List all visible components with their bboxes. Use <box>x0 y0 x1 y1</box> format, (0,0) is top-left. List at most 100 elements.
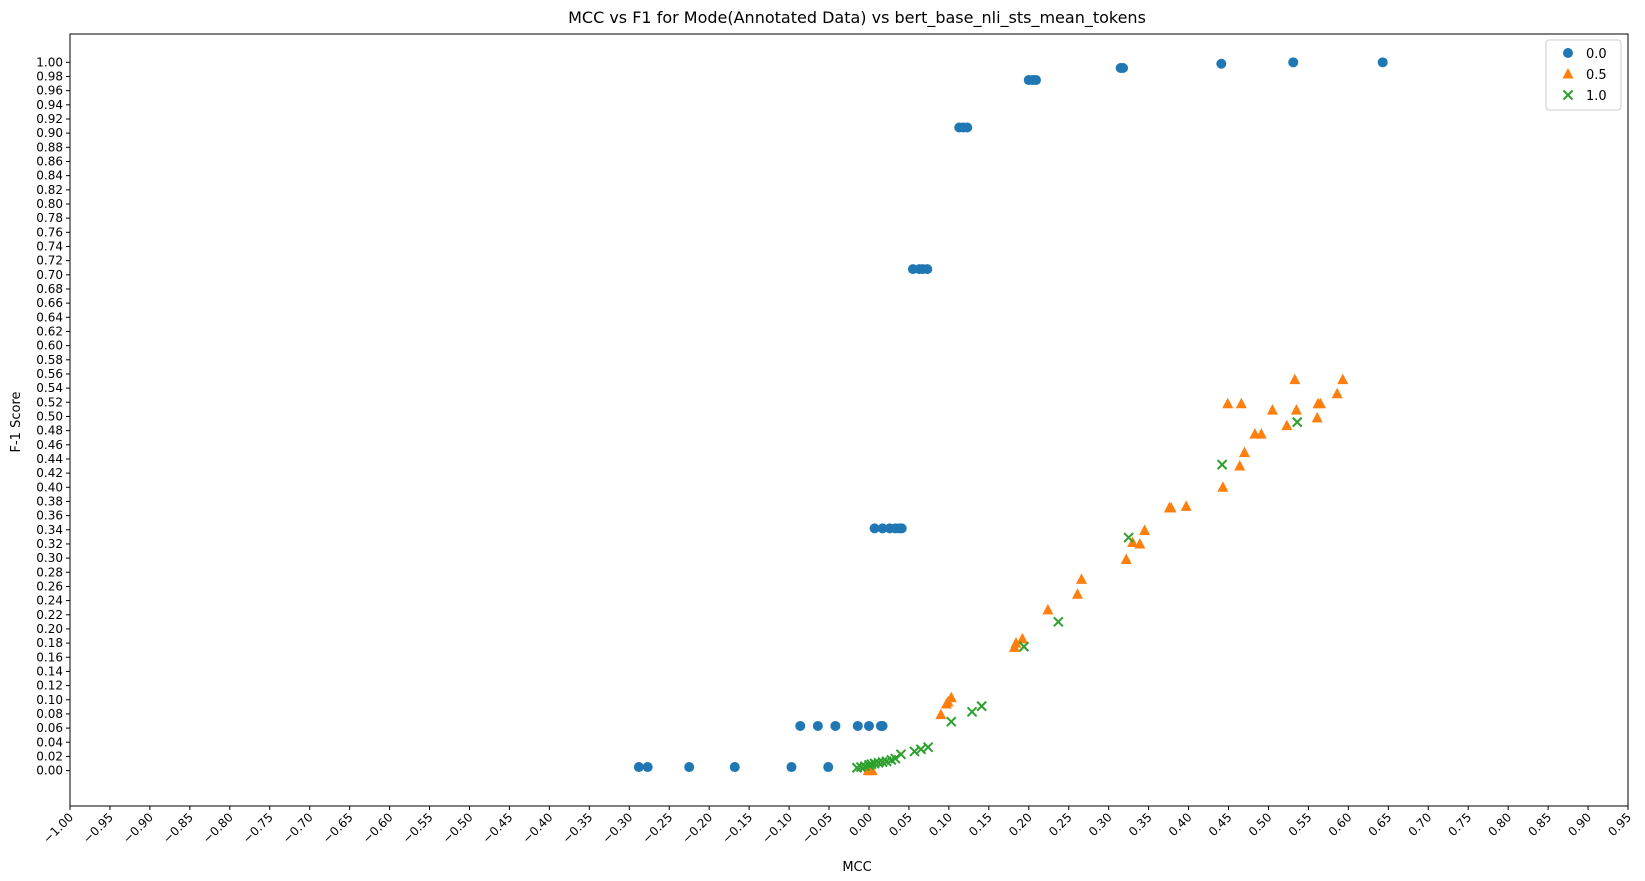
data-point <box>1216 58 1227 69</box>
y-tick-label: 0.16 <box>36 650 63 664</box>
y-tick-label: 0.88 <box>36 140 63 154</box>
data-point <box>1016 632 1028 644</box>
x-tick-label: 0.70 <box>1406 810 1435 839</box>
x-tick-label: −0.85 <box>160 810 196 846</box>
y-tick-label: 0.02 <box>36 749 63 763</box>
x-tick-label: 0.05 <box>886 810 915 839</box>
y-tick-label: 0.34 <box>36 523 63 537</box>
data-point <box>976 700 987 712</box>
y-axis-label: F-1 Score <box>9 392 24 453</box>
x-tick-label: 0.35 <box>1126 810 1155 839</box>
y-tick-label: 0.22 <box>36 608 63 622</box>
x-tick-label: −0.60 <box>360 810 396 846</box>
y-tick-label: 0.68 <box>36 282 63 296</box>
data-point <box>1018 641 1030 652</box>
y-axis: 0.000.020.040.060.080.100.120.140.160.18… <box>36 55 70 778</box>
data-point <box>1266 404 1278 415</box>
data-point <box>1314 397 1326 409</box>
data-point <box>877 720 888 731</box>
data-point <box>1134 537 1146 549</box>
x-tick-label: −0.15 <box>719 810 755 846</box>
x-tick-label: −0.75 <box>240 810 276 846</box>
y-tick-label: 0.46 <box>36 438 63 452</box>
y-tick-label: 0.28 <box>36 565 63 579</box>
y-tick-label: 0.26 <box>36 579 63 593</box>
data-point <box>895 749 907 760</box>
x-tick-label: 0.10 <box>926 810 955 839</box>
y-tick-label: 0.96 <box>36 84 63 98</box>
data-point <box>1235 397 1247 409</box>
legend-box <box>1545 39 1622 111</box>
data-point <box>1042 603 1054 615</box>
y-tick-label: 0.60 <box>36 339 63 353</box>
y-tick-label: 0.06 <box>36 721 63 735</box>
chart-title: MCC vs F1 for Mode(Annotated Data) vs be… <box>568 8 1146 28</box>
x-tick-label: −0.50 <box>440 810 476 846</box>
series-2 <box>851 416 1303 773</box>
legend-label: 0.5 <box>1586 68 1607 83</box>
y-tick-label: 0.58 <box>36 353 63 367</box>
x-tick-label: 0.40 <box>1166 810 1195 839</box>
data-point <box>869 523 880 534</box>
y-tick-label: 0.86 <box>36 154 63 168</box>
data-point <box>852 720 863 731</box>
data-point <box>823 762 834 773</box>
data-point <box>1216 459 1228 470</box>
y-tick-label: 0.48 <box>36 424 63 438</box>
x-tick-label: 0.55 <box>1286 810 1315 839</box>
y-tick-label: 0.54 <box>36 381 63 395</box>
data-point <box>877 523 888 534</box>
x-tick-label: 0.25 <box>1046 810 1075 839</box>
data-point <box>1120 553 1132 565</box>
data-point <box>922 264 933 275</box>
x-tick-label: −0.20 <box>679 810 715 846</box>
y-tick-label: 0.18 <box>36 636 63 650</box>
x-tick-label: −0.25 <box>639 810 675 846</box>
data-point <box>946 716 957 727</box>
data-point <box>1076 573 1088 584</box>
x-tick-label: −0.10 <box>759 810 795 846</box>
y-tick-label: 0.04 <box>36 735 63 749</box>
data-point <box>1290 404 1302 415</box>
x-tick-label: 0.00 <box>846 810 875 839</box>
y-tick-label: 0.84 <box>36 169 63 183</box>
x-tick-label: 0.15 <box>966 810 995 839</box>
legend-marker <box>1562 89 1574 101</box>
y-tick-label: 0.66 <box>36 296 63 310</box>
y-tick-label: 0.00 <box>36 764 63 778</box>
y-tick-label: 0.78 <box>36 211 63 225</box>
data-point <box>863 720 874 731</box>
y-tick-label: 0.52 <box>36 395 63 409</box>
x-axis: −1.00 −0.95 −0.90 −0.85 −0.80 −0.75 −0.70 −0.65… <box>40 806 1634 846</box>
x-tick-label: −0.40 <box>520 810 556 846</box>
data-point <box>1311 411 1323 423</box>
data-point <box>1030 75 1041 86</box>
y-tick-label: 0.30 <box>36 551 63 565</box>
data-point <box>642 762 653 773</box>
x-tick-label: −0.45 <box>480 810 516 846</box>
data-point <box>1289 373 1301 385</box>
y-tick-label: 0.80 <box>36 197 63 211</box>
y-tick-label: 0.32 <box>36 537 63 551</box>
x-tick-label: −0.95 <box>80 810 116 846</box>
data-point <box>915 744 927 755</box>
data-point <box>896 523 907 534</box>
data-point <box>1292 416 1303 428</box>
data-point <box>1255 428 1267 439</box>
data-point <box>786 762 797 773</box>
data-point <box>812 720 823 731</box>
x-tick-label: 0.60 <box>1326 810 1355 839</box>
x-tick-label: 0.80 <box>1485 810 1514 839</box>
data-point <box>1222 397 1234 409</box>
data-point <box>922 742 934 753</box>
data-point <box>866 764 878 776</box>
legend-marker <box>1562 68 1574 79</box>
y-tick-label: 0.42 <box>36 466 63 480</box>
y-tick-label: 0.64 <box>36 310 63 324</box>
y-tick-label: 0.36 <box>36 509 63 523</box>
x-tick-label: −0.90 <box>120 810 156 846</box>
y-tick-label: 0.70 <box>36 268 63 282</box>
data-point <box>633 762 644 773</box>
data-point <box>945 691 957 703</box>
